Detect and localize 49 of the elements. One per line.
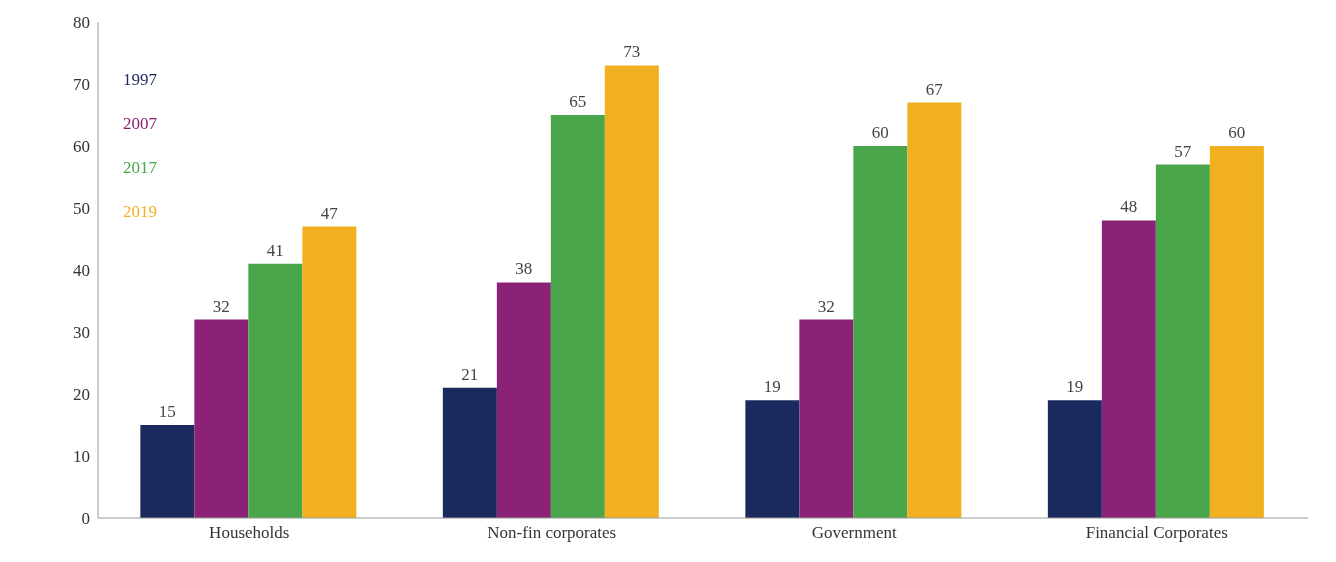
data-label: 15 — [158, 402, 176, 421]
y-tick-label: 30 — [73, 323, 90, 343]
data-label: 32 — [817, 296, 835, 316]
text: 2017 — [123, 157, 157, 179]
bar — [907, 102, 962, 518]
y-tick-label: 20 — [73, 385, 90, 405]
y-tick-label: 70 — [73, 75, 90, 95]
bar — [799, 319, 854, 518]
data-label: 67 — [925, 79, 944, 99]
data-label: 60 — [1228, 123, 1246, 142]
bar — [442, 387, 497, 518]
bar — [1155, 164, 1210, 518]
bar — [604, 65, 659, 518]
bar — [248, 263, 303, 518]
data-label: 47 — [320, 203, 339, 223]
bar — [194, 319, 249, 518]
x-tick-label: Non-fin corporates — [487, 523, 617, 543]
data-label: 32 — [212, 296, 230, 316]
data-label: 60 — [871, 123, 889, 142]
data-label: 73 — [623, 42, 641, 62]
bar — [745, 400, 800, 518]
data-label: 38 — [515, 259, 533, 279]
bar — [550, 115, 605, 518]
bar — [496, 282, 551, 518]
data-label: 57 — [1174, 141, 1192, 161]
data-label: 48 — [1120, 197, 1138, 217]
data-label: 21 — [461, 364, 479, 384]
bar — [140, 425, 195, 518]
y-tick-label: 60 — [73, 137, 90, 157]
x-tick-label: Financial Corporates — [1085, 523, 1228, 543]
x-tick-label: Government — [811, 523, 898, 543]
bar — [1101, 220, 1156, 518]
text: 2007 — [123, 113, 157, 135]
y-tick-label: 80 — [73, 13, 90, 33]
y-tick-label: 0 — [81, 509, 90, 529]
data-label: 19 — [763, 377, 781, 397]
y-tick-label: 10 — [73, 447, 90, 467]
data-label: 65 — [569, 92, 587, 111]
data-label: 19 — [1066, 377, 1084, 397]
y-tick-label: 50 — [73, 199, 90, 219]
bar — [302, 226, 357, 518]
text: 1997 — [123, 69, 157, 91]
data-label: 41 — [266, 240, 284, 260]
bar — [853, 146, 908, 518]
bar — [1047, 400, 1102, 518]
bar — [1209, 146, 1264, 518]
x-tick-label: Households — [209, 523, 290, 543]
y-tick-label: 40 — [73, 261, 90, 281]
text: 2019 — [123, 201, 157, 223]
